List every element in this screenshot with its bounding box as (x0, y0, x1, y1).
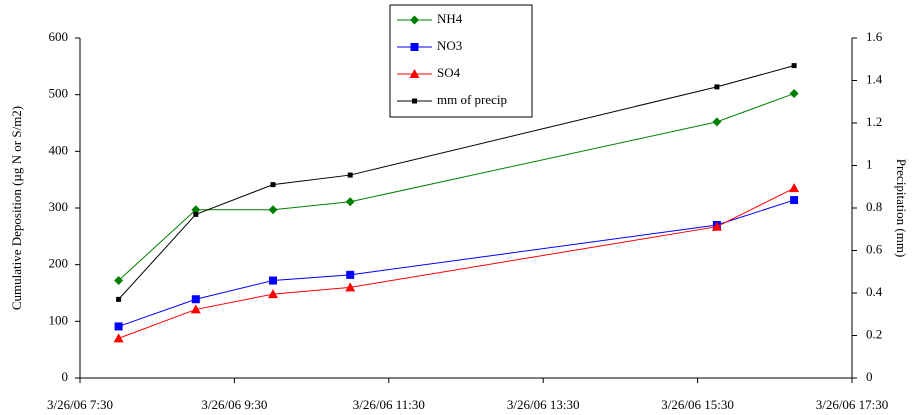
x-tick-label: 3/26/06 17:30 (816, 397, 889, 412)
data-point (791, 63, 797, 69)
data-point (270, 182, 276, 188)
x-tick-label: 3/26/06 15:30 (661, 397, 734, 412)
series-line (118, 65, 795, 300)
data-point (790, 196, 799, 205)
data-point (268, 205, 278, 215)
x-tick-label: 3/26/06 9:30 (201, 397, 267, 412)
legend-marker (410, 43, 419, 51)
data-point (345, 282, 356, 292)
data-point (269, 276, 277, 285)
y2-axis-label: Precipitation (mm) (894, 159, 909, 258)
x-tick-label: 3/26/06 11:30 (353, 397, 425, 412)
legend-marker (412, 98, 417, 104)
data-point (116, 296, 122, 302)
data-point (345, 197, 355, 207)
x-tick-label: 3/26/06 7:30 (47, 397, 113, 412)
data-point (268, 289, 278, 299)
data-point (347, 172, 353, 178)
data-point (114, 322, 123, 331)
data-point (346, 270, 355, 279)
y-tick-label: 600 (49, 29, 69, 44)
data-point (191, 295, 200, 304)
y2-tick-label: 1.4 (866, 71, 883, 86)
legend-label: NO3 (437, 38, 462, 53)
data-point (714, 84, 720, 90)
legend-label: mm of precip (437, 92, 507, 107)
series-line (118, 199, 795, 327)
y-tick-label: 300 (49, 199, 69, 214)
legend-marker (410, 15, 419, 25)
y-tick-label: 0 (62, 369, 69, 384)
legend-marker (409, 69, 420, 78)
y2-tick-label: 0.6 (866, 241, 883, 256)
data-point (193, 211, 199, 217)
y2-tick-label: 0.2 (866, 326, 882, 341)
data-point (712, 117, 722, 127)
y-axis-label: Cumulative Deposition (µg N or S/m2) (9, 106, 24, 310)
data-point (711, 221, 722, 231)
data-point (789, 89, 799, 99)
data-point (789, 183, 800, 193)
legend-box (389, 4, 533, 118)
series-line (118, 187, 795, 339)
y2-tick-label: 1 (866, 156, 873, 171)
x-tick-label: 3/26/06 13:30 (507, 397, 580, 412)
series-line (118, 93, 795, 281)
y2-tick-label: 1.2 (866, 114, 882, 129)
y-tick-label: 400 (49, 142, 69, 157)
y2-tick-label: 1.6 (866, 29, 883, 44)
legend-label: SO4 (437, 65, 461, 80)
y2-tick-label: 0.4 (866, 284, 883, 299)
y-tick-label: 100 (49, 312, 69, 327)
data-point (113, 333, 124, 343)
data-point (114, 276, 124, 286)
y-tick-label: 500 (49, 86, 69, 101)
data-point (190, 304, 201, 314)
y-tick-label: 200 (49, 256, 69, 271)
y2-tick-label: 0 (866, 369, 873, 384)
legend-label: NH4 (437, 11, 463, 26)
y2-tick-label: 0.8 (866, 199, 882, 214)
